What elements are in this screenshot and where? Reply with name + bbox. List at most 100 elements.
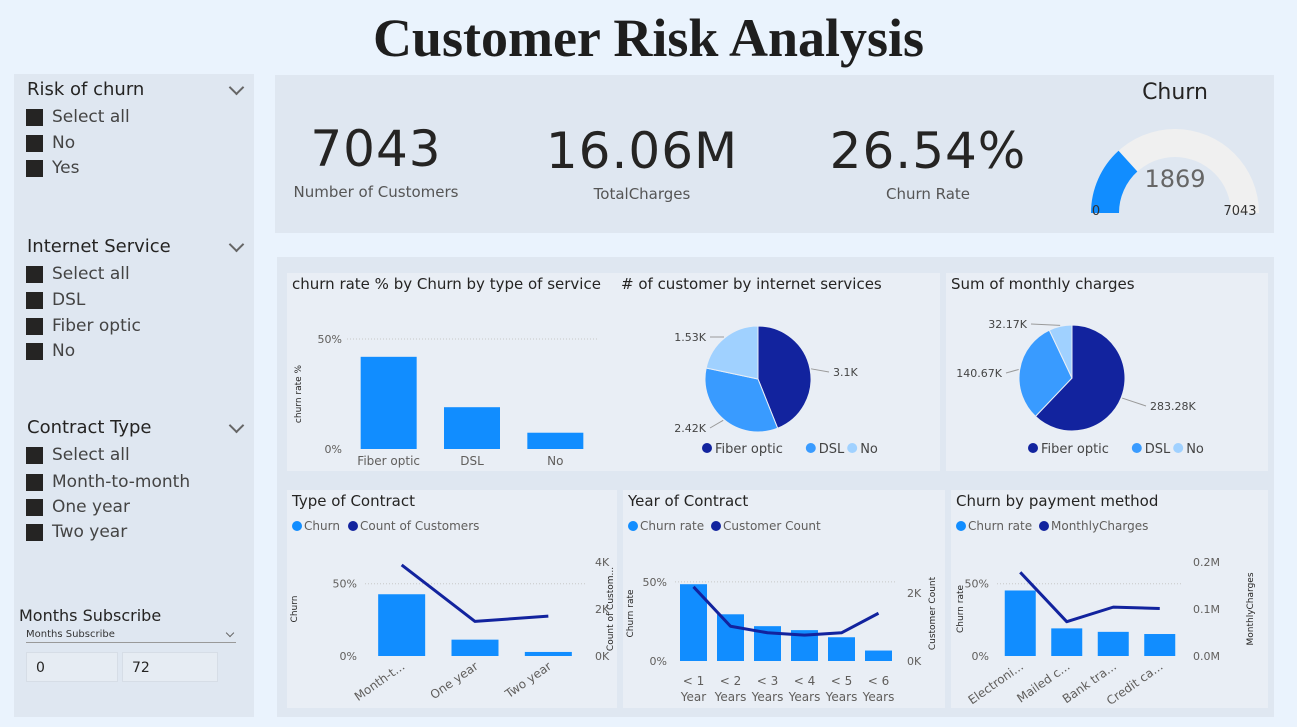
option-label: DSL — [52, 290, 86, 310]
slicer-option[interactable]: Yes — [26, 157, 79, 179]
x-tick-label: < 1 — [683, 674, 705, 688]
checkbox[interactable] — [26, 134, 43, 152]
slicer-option[interactable]: Select all — [26, 106, 130, 128]
checkbox[interactable] — [26, 446, 43, 464]
chart-card-service: churn rate % by Churn by type of service… — [287, 273, 616, 471]
chart-card-contract-year: Year of Contract Churn rate Customer Coun… — [623, 490, 945, 708]
bar — [360, 356, 417, 449]
gauge-value: 1869 — [1144, 165, 1205, 193]
slicer-option[interactable]: DSL — [26, 289, 85, 311]
chevron-down-icon[interactable] — [228, 79, 245, 96]
bar — [444, 407, 500, 449]
line-series — [692, 585, 880, 637]
x-tick-label: Month-t... — [352, 659, 408, 704]
chart-title: Year of Contract — [628, 492, 749, 510]
y2-tick-label: 0.2M — [1193, 556, 1220, 569]
slicer-option[interactable]: Month-to-month — [26, 471, 190, 493]
slicer-option[interactable]: Fiber optic — [26, 315, 141, 337]
x-tick-label: Fiber optic — [357, 454, 420, 468]
bar — [524, 651, 572, 656]
bar — [1097, 631, 1129, 656]
x-tick-label: Year — [680, 690, 706, 704]
bar — [828, 637, 855, 661]
legend-label: Count of Customers — [360, 519, 479, 533]
line-series — [1019, 571, 1160, 624]
y-tick-label: 0% — [972, 650, 989, 663]
pie-slice — [1034, 324, 1126, 432]
y2-tick-label: 0K — [907, 655, 922, 668]
option-label: One year — [52, 497, 130, 517]
leader-line — [810, 368, 830, 373]
option-label: Select all — [52, 107, 130, 127]
legend-label: Churn rate — [968, 519, 1032, 533]
slicer-option[interactable]: Select all — [26, 444, 130, 466]
data-label: 140.67K — [956, 367, 1002, 380]
legend-label: No — [860, 442, 878, 457]
months-max-input[interactable]: 72 — [122, 652, 218, 682]
chevron-down-icon[interactable] — [228, 236, 245, 253]
legend-marker — [711, 521, 721, 531]
gauge-title: Churn — [1142, 80, 1208, 105]
kpi-value-churn-rate: 26.54% — [829, 122, 1027, 180]
y-tick-label: 0% — [650, 655, 667, 668]
chevron-down-icon[interactable] — [228, 417, 245, 434]
contract-type-combo-chart: Churn Count of Customers 50% 0% Churn 0K 2K 4KC… — [290, 519, 616, 704]
checkbox[interactable] — [26, 265, 43, 283]
checkbox[interactable] — [26, 342, 43, 360]
slicer-option[interactable]: Two year — [26, 521, 127, 543]
checkbox[interactable] — [26, 291, 43, 309]
months-subscribe-title: Months Subscribe — [19, 606, 162, 625]
leader-line — [1030, 323, 1061, 326]
checkbox[interactable] — [26, 108, 43, 126]
gauge-max-label: 7043 — [1223, 204, 1256, 219]
checkbox[interactable] — [26, 523, 43, 541]
months-min-input[interactable]: 0 — [26, 652, 118, 682]
bar — [865, 650, 892, 661]
pie-slice — [705, 325, 759, 380]
legend-marker — [702, 443, 712, 453]
checkbox[interactable] — [26, 473, 43, 491]
leader-line — [709, 419, 724, 429]
data-label: 2.42K — [674, 422, 706, 435]
data-label: 32.17K — [988, 318, 1027, 331]
bar — [1144, 634, 1176, 656]
pie-slice — [757, 325, 812, 429]
legend-marker — [1131, 443, 1142, 453]
data-label: 3.1K — [833, 366, 858, 379]
x-tick-label: Two year — [502, 659, 554, 702]
x-tick-label: Years — [788, 690, 821, 704]
service-churn-bar-chart: 50% 0% churn rate % Fiber optic DSL No — [294, 333, 597, 468]
chart-panel: churn rate % by Churn by type of service… — [277, 257, 1274, 717]
legend-label: MonthlyCharges — [1051, 519, 1148, 533]
kpi-label-total-charges: TotalCharges — [593, 185, 691, 203]
option-label: Fiber optic — [52, 316, 141, 336]
pie-slice — [1018, 329, 1073, 418]
slicer-option[interactable]: Select all — [26, 263, 130, 285]
slicer-option[interactable]: No — [26, 340, 75, 362]
gauge-fill — [1091, 150, 1138, 213]
chevron-down-icon[interactable] — [225, 628, 235, 638]
x-tick-label: Years — [862, 690, 895, 704]
checkbox[interactable] — [26, 317, 43, 335]
slicer-option[interactable]: One year — [26, 496, 130, 518]
chart-title: Sum of monthly charges — [951, 275, 1135, 293]
slicer-option[interactable]: No — [26, 132, 75, 154]
y-axis-label: Churn rate — [626, 589, 636, 638]
chart-title: Type of Contract — [292, 492, 415, 510]
x-tick-label: < 2 — [720, 674, 742, 688]
legend-marker — [1039, 521, 1049, 531]
y-tick-label: 50% — [965, 578, 989, 591]
chart-title: # of customer by internet services — [621, 275, 882, 293]
checkbox[interactable] — [26, 498, 43, 516]
kpi-label-customers: Number of Customers — [293, 183, 459, 201]
months-subscribe-field[interactable]: Months Subscribe — [26, 628, 236, 643]
chart-card-payment: Churn by payment method Churn rate Monthl… — [951, 490, 1268, 708]
chart-card-internet: # of customer by internet services 3.1K 2… — [616, 273, 940, 471]
y2-tick-label: 0.1M — [1193, 603, 1220, 616]
x-tick-label: One year — [428, 659, 481, 702]
chart-card-contract-type: Type of Contract Churn Count of Customers… — [287, 490, 617, 708]
pie-slice — [704, 367, 779, 433]
legend-marker — [628, 521, 638, 531]
x-tick-label: No — [547, 454, 563, 468]
checkbox[interactable] — [26, 159, 43, 177]
